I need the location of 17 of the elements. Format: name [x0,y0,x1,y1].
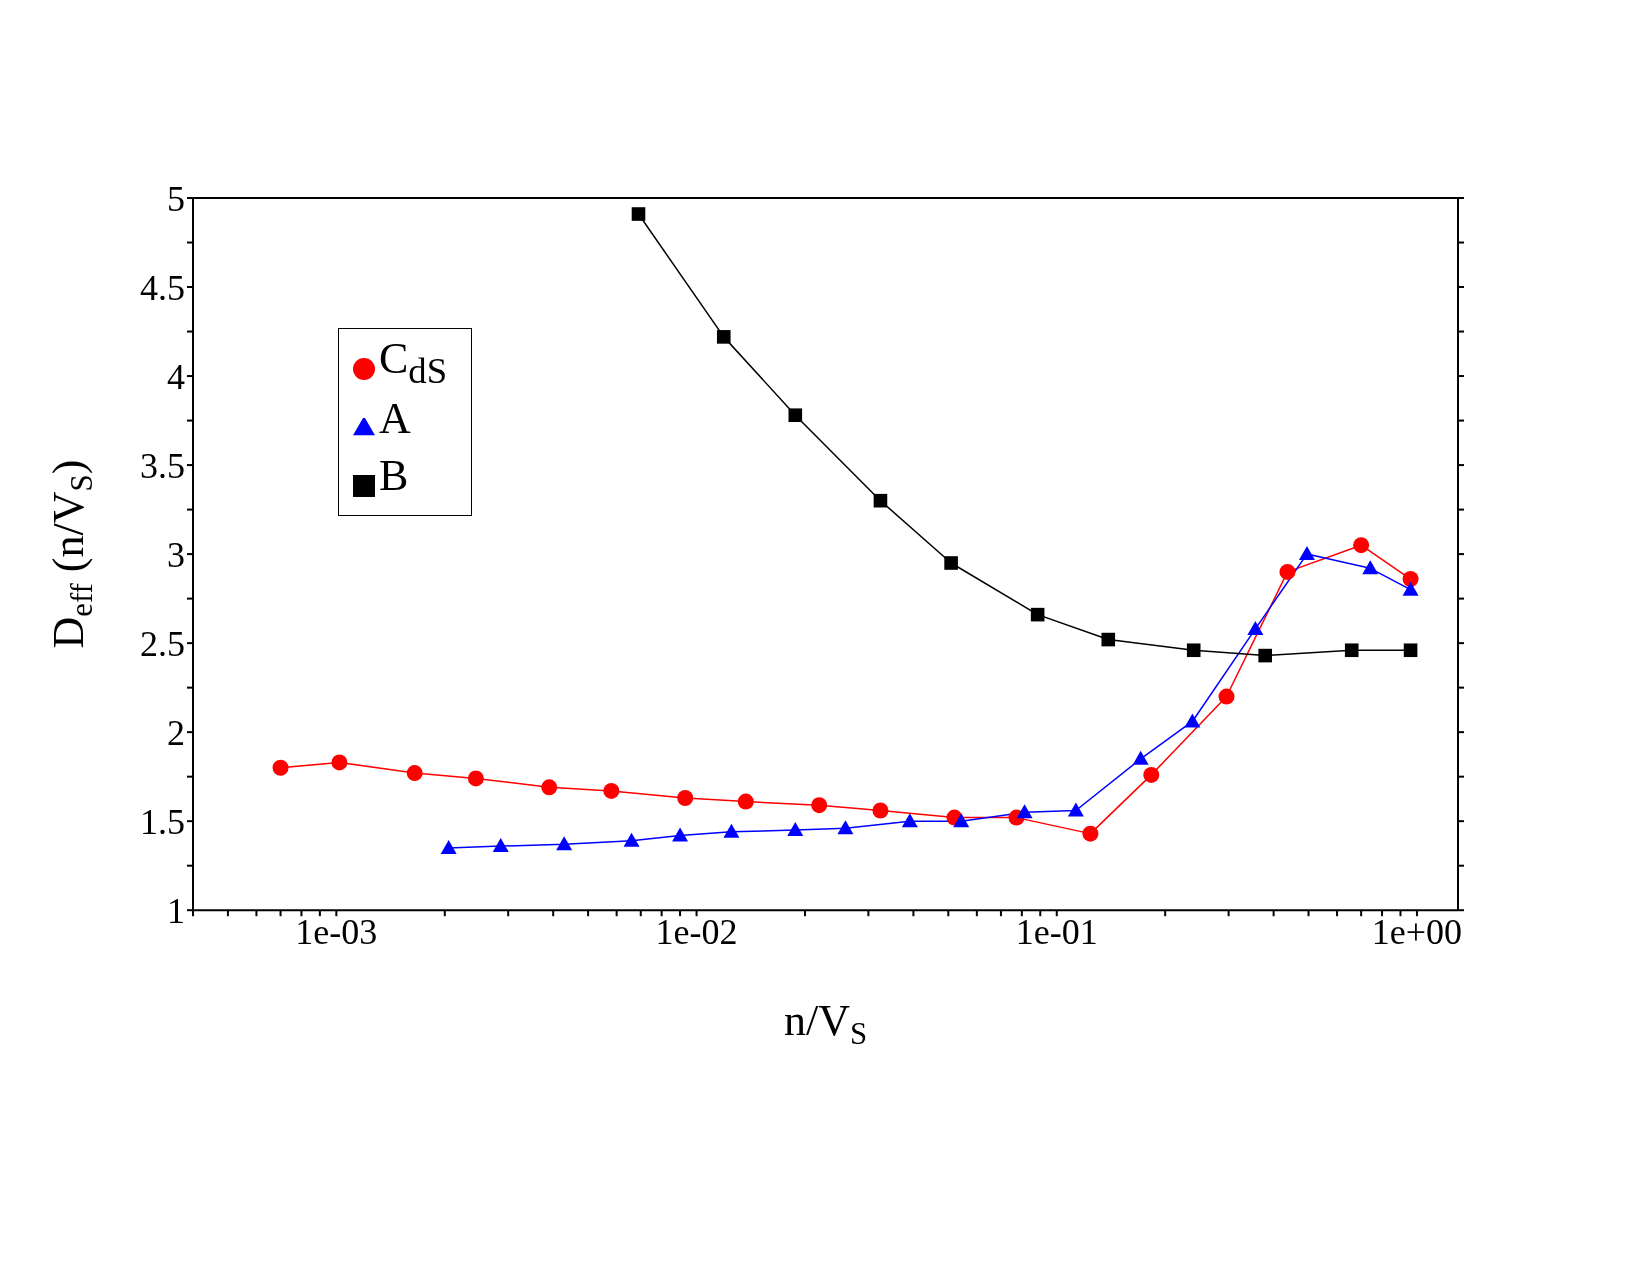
x-tick-label: 1e+00 [1371,911,1463,952]
y-tick-label: 1 [167,890,185,931]
y-tick-label: 4.5 [140,267,185,308]
y-tick-label: 3 [167,534,185,575]
legend-label: A [379,393,411,443]
y-tick-label: 2 [167,712,185,753]
x-tick-label: 1e-02 [655,911,738,952]
y-tick-label: 1.5 [140,801,185,842]
x-axis-title: n/V$_{S}$ [783,996,868,1052]
y-tick-label: 4 [167,356,185,397]
x-tick-label: 1e-01 [1015,911,1098,952]
y-tick-label: 2.5 [140,623,185,664]
legend-label: B [379,450,409,500]
y-tick-label: 5 [167,178,185,219]
legend-label: C$_{dS}$ [379,334,448,391]
x-tick-label: 1e-03 [295,911,378,952]
y-tick-label: 3.5 [140,445,185,486]
